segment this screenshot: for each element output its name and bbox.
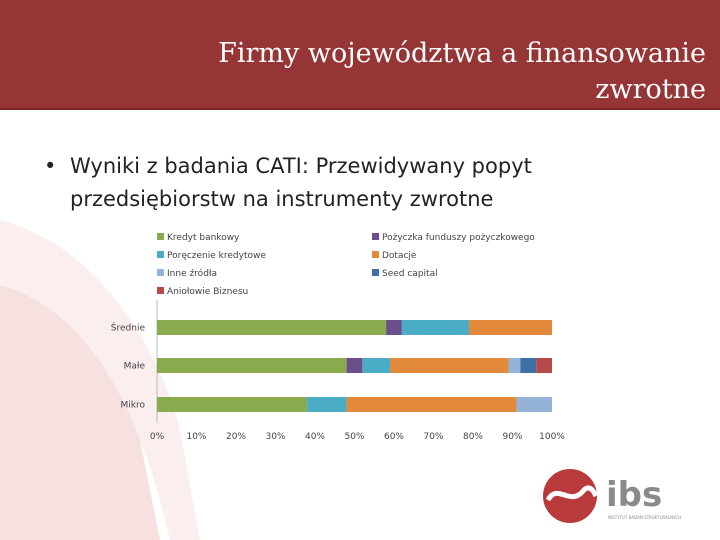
bar-segment [401,320,470,335]
x-tick-label: 80% [463,432,483,442]
bullet-marker: • [44,154,57,178]
bar-segment [386,320,402,335]
logo-wave [545,485,599,502]
ibs-logo-graphic: ibs INSTYTUT BADAŃ STRUKTURALNYCH [543,469,681,523]
legend-label: Inne źródła [167,268,217,279]
x-tick-label: 100% [539,432,565,442]
x-tick-label: 20% [226,432,246,442]
stacked-bar-chart: Kredyt bankowy Pożyczka funduszy pożyczko… [111,233,565,442]
category-label: Mikro [121,401,146,411]
x-tick-label: 40% [305,432,325,442]
x-tick-label: 0% [150,432,165,442]
bar-segment [157,358,347,373]
legend-swatch [372,233,379,240]
bar-segment [346,397,517,412]
category-label: Średnie [111,322,146,334]
bar-segment [469,320,552,335]
category-label: Małe [124,362,146,372]
chart-bars [157,320,552,412]
legend-label: Pożyczka funduszy pożyczkowego [382,233,535,243]
category-axis: Średnie Małe Mikro [111,300,158,423]
bar-segment [346,358,363,373]
slide-title: Firmy województwa a finansowanie zwrotne [218,38,706,105]
legend-swatch [157,269,164,276]
legend-swatch [372,251,379,258]
x-tick-label: 50% [344,432,364,442]
bullet-text: Wyniki z badania CATI: Przewidywany popy… [70,154,532,211]
bar-segment [390,358,509,373]
x-tick-label: 60% [384,432,404,442]
bar-segment [520,358,537,373]
bar-segment [516,397,552,412]
ibs-logo: ibs INSTYTUT BADAŃ STRUKTURALNYCH [540,462,690,532]
legend-label: Dotacje [382,251,417,261]
legend-swatch [157,251,164,258]
title-bar: Firmy województwa a finansowanie zwrotne [0,0,720,110]
swoosh-shape [0,260,160,540]
logo-tagline: INSTYTUT BADAŃ STRUKTURALNYCH [608,515,681,520]
x-tick-label: 10% [186,432,206,442]
logo-text: ibs [606,475,662,515]
legend-label: Seed capital [382,269,438,279]
x-tick-label: 30% [265,432,285,442]
legend-swatch [372,269,379,276]
chart-legend: Kredyt bankowy Pożyczka funduszy pożyczko… [157,233,535,297]
background-swoosh [0,220,200,540]
x-tick-label: 70% [423,432,443,442]
bar-segment [362,358,391,373]
swoosh-shape-light [0,220,200,540]
x-tick-label: 90% [502,432,522,442]
bar-segment [536,358,552,373]
value-axis: 0% 10% 20% 30% 40% 50% 60% 70% 80% 90% 100% [150,432,565,442]
bar-segment [157,397,308,412]
legend-swatch [157,233,164,240]
bar-segment [157,320,387,335]
legend-label: Kredyt bankowy [167,233,240,243]
legend-label: Poręczenie kredytowe [167,251,266,261]
legend-label: Aniołowie Biznesu [167,287,248,297]
bar-segment [508,358,521,373]
bar-segment [307,397,347,412]
legend-swatch [157,287,164,294]
